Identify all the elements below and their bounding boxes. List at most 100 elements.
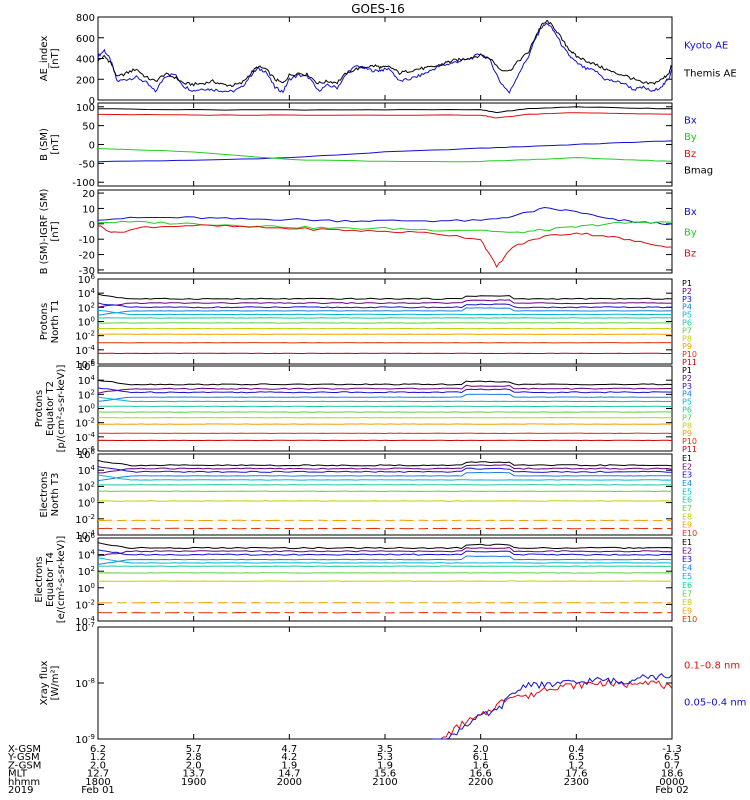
panel-frame bbox=[97, 453, 673, 536]
y-axis-label: [e/(cm²-s-sr-keV)] bbox=[56, 536, 67, 624]
y-axis-label: [nT] bbox=[50, 134, 61, 154]
series-line-bmag bbox=[97, 106, 673, 114]
tick-label: 10-2 bbox=[75, 598, 95, 611]
legend-label: Kyoto AE bbox=[684, 41, 728, 52]
series-line-bz bbox=[97, 224, 673, 269]
legend-label: E7 bbox=[682, 504, 692, 513]
tick-label: 10-6 bbox=[75, 358, 95, 371]
tick-label: 106 bbox=[78, 448, 96, 461]
flux-line-e3 bbox=[97, 466, 673, 473]
footer-value: 1.2 bbox=[90, 752, 106, 763]
legend-label: E7 bbox=[682, 589, 692, 598]
legend-label: E3 bbox=[682, 471, 692, 480]
footer-value: 16.6 bbox=[470, 769, 492, 780]
flux-line-e5 bbox=[97, 474, 673, 481]
tick-label: 10-9 bbox=[75, 733, 95, 746]
legend-label: P10 bbox=[682, 437, 697, 446]
footer-row-label: Y-GSM bbox=[7, 752, 40, 763]
footer-value: 6.5 bbox=[664, 752, 680, 763]
tick-label: 102 bbox=[78, 301, 95, 314]
legend-label: P11 bbox=[682, 358, 697, 367]
flux-line-e2 bbox=[97, 546, 673, 557]
footer-value: 6.1 bbox=[473, 752, 489, 763]
y-axis-label: North T1 bbox=[50, 300, 61, 344]
y-axis-label: [nT] bbox=[50, 48, 61, 68]
legend-label: P3 bbox=[682, 382, 692, 391]
legend-label: Bz bbox=[684, 149, 696, 160]
legend-label: E6 bbox=[682, 581, 692, 590]
y-tick-label: 100 bbox=[76, 103, 95, 114]
legend-label: E4 bbox=[682, 479, 692, 488]
legend-label: E10 bbox=[682, 529, 697, 538]
y-axis-label: North T3 bbox=[50, 473, 61, 517]
legend-label: Bx bbox=[684, 207, 697, 218]
footer-value: 4.7 bbox=[281, 744, 297, 755]
footer-value: 3.5 bbox=[377, 744, 393, 755]
legend-label: By bbox=[684, 228, 697, 239]
footer-value: 1.6 bbox=[473, 760, 489, 771]
footer-value: 2.0 bbox=[473, 744, 489, 755]
legend-label: E5 bbox=[682, 487, 692, 496]
y-axis-label: Protons bbox=[39, 303, 50, 340]
tick-label: 100 bbox=[78, 582, 95, 595]
y-tick-label: -50 bbox=[79, 159, 95, 170]
y-tick-label: 600 bbox=[76, 34, 95, 45]
legend-label: P1 bbox=[682, 366, 692, 375]
y-tick-label: 10 bbox=[82, 204, 95, 215]
y-tick-label: 0 bbox=[89, 96, 95, 107]
y-axis-label: Electrons bbox=[39, 471, 50, 517]
series-line-bz bbox=[97, 112, 673, 119]
flux-line-e4 bbox=[97, 555, 673, 565]
tick-label: 102 bbox=[78, 480, 95, 493]
y-axis-label: Equator T2 bbox=[45, 381, 56, 436]
y-axis-label: Protons bbox=[34, 390, 45, 427]
legend-label: P9 bbox=[682, 429, 692, 438]
legend-label: E1 bbox=[682, 454, 692, 463]
footer-value: 1900 bbox=[181, 777, 206, 788]
y-tick-label: 0 bbox=[89, 220, 95, 231]
flux-line-p2 bbox=[97, 384, 672, 394]
flux-line-p5 bbox=[97, 396, 673, 403]
legend-label: P3 bbox=[682, 295, 692, 304]
footer-value: 2.8 bbox=[186, 752, 202, 763]
legend-label: Themis AE bbox=[683, 68, 737, 79]
y-tick-label: 0 bbox=[89, 141, 95, 152]
y-tick-label: -20 bbox=[79, 251, 95, 262]
tick-label: 10-4 bbox=[75, 431, 95, 444]
flux-line-p1 bbox=[97, 379, 673, 386]
flux-line-p4 bbox=[97, 393, 673, 402]
footer-value: 2300 bbox=[564, 777, 589, 788]
flux-line-e2 bbox=[98, 464, 673, 474]
flux-line-p3 bbox=[97, 302, 672, 309]
legend-label: E9 bbox=[682, 606, 692, 615]
legend-label: P1 bbox=[682, 279, 692, 288]
footer-value: 1.2 bbox=[568, 760, 584, 771]
legend-label: E6 bbox=[682, 496, 692, 505]
panel-frame bbox=[97, 365, 673, 452]
footer-value: Feb 01 bbox=[81, 785, 115, 796]
legend-label: E1 bbox=[682, 538, 692, 547]
flux-line-e1 bbox=[97, 459, 673, 467]
y-axis-label: Electrons bbox=[34, 556, 45, 602]
y-tick-label: 20 bbox=[82, 189, 95, 200]
footer-row-label: MLT bbox=[8, 769, 28, 780]
footer-value: 0.7 bbox=[664, 760, 680, 771]
legend-label: Bmag bbox=[684, 165, 713, 176]
y-tick-label: 800 bbox=[76, 13, 95, 24]
tick-label: 104 bbox=[78, 464, 96, 477]
footer-value: 0.4 bbox=[568, 744, 584, 755]
footer-value: 6.2 bbox=[90, 744, 106, 755]
tick-label: 10-2 bbox=[75, 513, 95, 526]
tick-label: 10-7 bbox=[75, 621, 95, 634]
footer-value: 2.0 bbox=[186, 760, 202, 771]
chart-title: GOES-16 bbox=[351, 2, 405, 16]
series-line-0108nm bbox=[432, 678, 673, 740]
legend-label: P6 bbox=[682, 319, 692, 328]
flux-line-e5 bbox=[97, 557, 673, 564]
legend-label: 0.1–0.8 nm bbox=[684, 660, 740, 671]
legend-label: P5 bbox=[682, 398, 692, 407]
footer-value: 2000 bbox=[277, 777, 302, 788]
tick-label: 100 bbox=[78, 497, 95, 510]
footer-value: -1.3 bbox=[662, 744, 682, 755]
